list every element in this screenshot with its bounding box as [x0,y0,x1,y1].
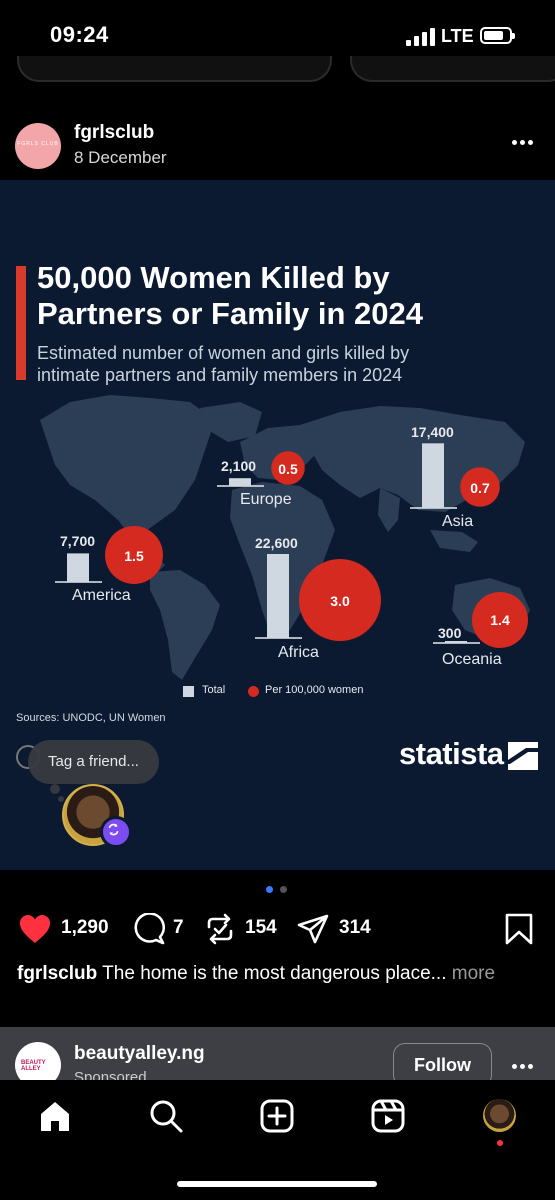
america-rate-bubble [105,526,163,584]
reposts-count[interactable]: 154 [245,917,277,938]
carousel-dot-active [266,886,273,893]
create-icon[interactable] [259,1098,295,1134]
infographic-subtitle-line1: Estimated number of women and girls kill… [37,343,410,363]
infographic-subtitle-line2: intimate partners and family members in … [37,365,403,385]
infographic-title-line2: Partners or Family in 2024 [37,296,423,331]
oceania-total-bar [445,641,467,643]
title-accent-bar [16,266,26,380]
america-label: America [72,587,131,604]
carousel-dot [280,886,287,893]
repost-icon[interactable] [203,913,237,945]
search-icon[interactable] [148,1098,184,1134]
follow-button[interactable]: Follow [393,1043,492,1087]
africa-rate: 3.0 [330,593,350,609]
europe-total-bar [229,478,251,486]
bottom-navigation [0,1080,555,1200]
caption-more-link[interactable]: more [451,963,496,984]
africa-rate-bubble [299,559,381,641]
reels-icon[interactable] [370,1098,406,1134]
legend-rate-label: Per 100,000 women [265,684,364,696]
post-image[interactable]: 50,000 Women Killed by Partners or Famil… [0,180,555,870]
america-total-bar [67,553,89,582]
legend-total-label: Total [202,684,226,696]
africa-total: 22,600 [255,535,298,551]
carousel-indicator [266,886,292,894]
likes-count[interactable]: 1,290 [61,917,109,938]
home-indicator [177,1181,377,1187]
repost-badge-icon [100,816,132,848]
caption-username[interactable]: fgrlsclub [17,963,98,984]
post-date: 8 December [74,148,167,167]
legend-rate-swatch [248,686,259,697]
oceania-rate: 1.4 [490,612,510,628]
africa-label: Africa [278,644,319,661]
infographic-title-line1: 50,000 Women Killed by [37,260,390,295]
battery-icon [480,27,515,44]
notification-dot [497,1140,503,1146]
infographic-subtitle: Estimated number of women and girls kill… [37,342,477,386]
clock: 09:24 [50,22,109,47]
previous-post-card [350,56,555,82]
previous-post-card [17,56,332,82]
next-post-header: BEAUTY ALLEY beautyalley.ng Sponsored Fo… [0,1027,555,1088]
network-type: LTE [441,26,474,46]
statista-logo-text: statista [399,736,504,771]
america-total: 7,700 [60,533,96,549]
author-avatar[interactable]: FGRLS CLUB [15,123,61,169]
next-avatar-logo-text: BEAUTY ALLEY [21,1060,46,1072]
post-header: FGRLS CLUB fgrlsclub 8 December [0,110,555,180]
shares-count[interactable]: 314 [339,917,371,938]
bookmark-icon[interactable] [502,913,536,945]
more-options-icon[interactable] [510,138,536,148]
oceania-total: 300 [438,625,462,641]
caption-text: The home is the most dangerous place... [102,963,447,984]
asia-rate-bubble [460,467,500,507]
post-actions: 1,290 7 154 314 [0,905,555,953]
home-icon[interactable] [37,1098,73,1134]
signal-icon [406,28,436,46]
share-icon[interactable] [296,913,330,945]
more-options-icon[interactable] [510,1062,536,1072]
europe-rate: 0.5 [278,461,298,477]
statista-logo-icon [508,742,538,770]
america-rate: 1.5 [124,548,144,564]
asia-label: Asia [442,513,474,530]
battery-level [484,31,503,40]
author-username[interactable]: fgrlsclub [74,122,155,143]
legend-total-swatch [183,686,194,697]
chart-sources: Sources: UNODC, UN Women [16,712,166,724]
profile-avatar[interactable] [483,1099,516,1132]
africa-total-bar [267,554,289,638]
avatar-logo-text: FGRLS CLUB [17,141,59,147]
asia-total: 17,400 [411,424,454,440]
oceania-rate-bubble [471,591,529,649]
infographic-title: 50,000 Women Killed by Partners or Famil… [37,260,537,332]
tag-bubble-tail [50,784,60,794]
tag-bubble-tail [58,796,64,802]
asia-rate: 0.7 [470,480,490,496]
oceania-label: Oceania [442,651,502,668]
europe-label: Europe [240,491,292,508]
asia-total-bar [422,443,444,508]
post-caption[interactable]: fgrlsclub The home is the most dangerous… [17,963,547,985]
next-author-username[interactable]: beautyalley.ng [74,1043,205,1064]
tag-friend-bubble[interactable]: Tag a friend... [28,740,159,784]
europe-total: 2,100 [221,458,257,474]
heart-icon[interactable] [18,913,52,945]
europe-rate-bubble [271,451,305,485]
comment-icon[interactable] [132,913,166,945]
comments-count[interactable]: 7 [173,917,184,938]
world-map [40,395,530,680]
